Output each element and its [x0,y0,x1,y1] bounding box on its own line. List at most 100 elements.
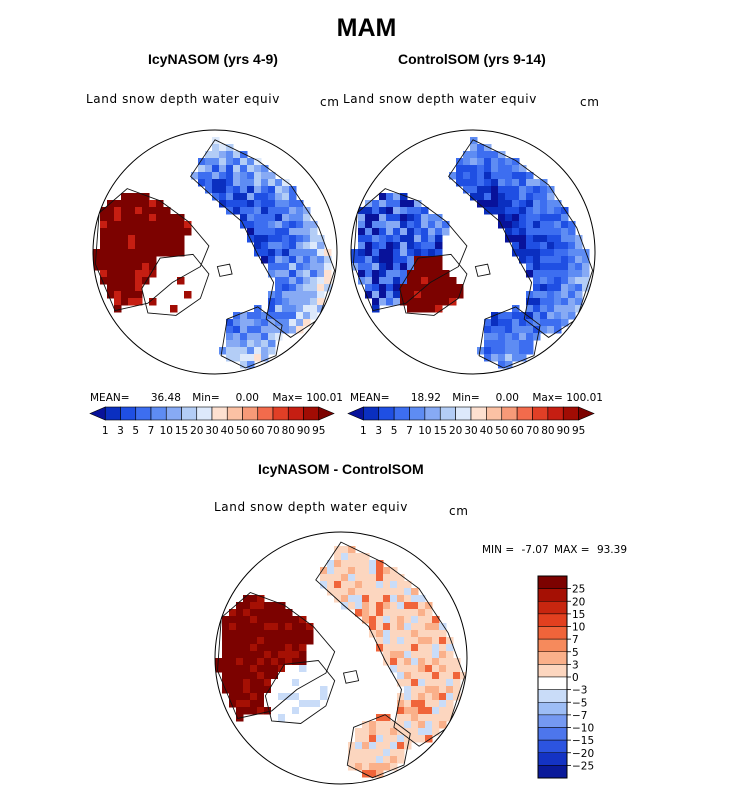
map-grid-cell [247,221,255,229]
map-grid-cell [306,623,314,631]
map-grid-cell [519,207,527,215]
map-grid-cell [400,200,408,208]
map-grid-cell [526,200,534,208]
map-grid-cell [268,179,276,187]
map-grid-cell [236,686,244,694]
map-grid-cell [254,179,262,187]
map-grid-cell [533,326,541,334]
map-grid-cell [449,277,457,285]
map-grid-cell [397,714,405,722]
map-grid-cell [261,256,269,264]
map-grid-cell [372,207,380,215]
map-grid-cell [163,214,171,222]
map-grid-cell [142,263,150,271]
map-grid-cell [233,207,241,215]
map-grid-cell [568,263,576,271]
map-grid-cell [324,277,332,285]
colorbar3-tick-label: −15 [572,735,594,747]
map-grid-cell [142,221,150,229]
colorbar2-swatch [547,406,564,421]
map-grid-cell [254,165,262,173]
map-grid-cell [341,588,349,596]
map-grid-cell [418,672,426,680]
map-grid-cell [547,298,555,306]
panel3-variable: Land snow depth water equiv [214,500,408,514]
map-grid-cell [404,602,412,610]
map-grid-cell [296,263,304,271]
map-grid-cell [250,630,258,638]
map-grid-cell [519,193,527,201]
map-grid-cell [205,179,213,187]
map-grid-cell [383,595,391,603]
map-grid-cell [317,284,325,292]
map-grid-cell [191,172,199,180]
map-grid-cell [275,284,283,292]
map-grid-cell [163,221,171,229]
map-grid-cell [484,193,492,201]
map-grid-cell [379,200,387,208]
map-grid-cell [533,263,541,271]
map-grid-cell [358,242,366,250]
map-grid-cell [383,644,391,652]
map-grid-cell [282,242,290,250]
map-grid-cell [289,186,297,194]
map-grid-cell [271,686,279,694]
map-grid-cell [383,658,391,666]
map-grid-cell [264,665,272,673]
map-grid-cell [135,277,143,285]
map-grid-cell [250,651,258,659]
figure-title: MAM [336,14,397,42]
map-grid-cell [411,609,419,617]
map-grid-cell [303,270,311,278]
map-grid-cell [278,637,286,645]
map-grid-cell [292,644,300,652]
map-grid-cell [114,291,122,299]
map-grid-cell [491,158,499,166]
map-grid-cell [519,249,527,257]
map-grid-cell [310,291,318,299]
map-grid-cell [121,256,129,264]
map-grid-cell [449,284,457,292]
panel1-mean: 36.48 [150,392,181,404]
map-grid-cell [289,263,297,271]
map-grid-cell [432,714,440,722]
map-grid-cell [400,207,408,215]
map-grid-cell [299,693,307,701]
colorbar2-swatch [486,406,503,421]
map-grid-cell [411,623,419,631]
map-border-1 [92,129,338,375]
map-grid-cell [411,644,419,652]
map-grid-cell [568,298,576,306]
map-grid-cell [376,637,384,645]
map-grid-cell [310,249,318,257]
map-grid-cell [142,214,150,222]
map-grid-cell [512,186,520,194]
panel2-variable: Land snow depth water equiv [343,92,537,106]
map-grid-cell [365,277,373,285]
map-grid-cell [554,326,562,334]
coastline-scandinavia [346,714,411,779]
map-grid-cell [303,242,311,250]
map-grid-cell [418,707,426,715]
map-grid-cell [149,214,157,222]
map-grid-cell [484,347,492,355]
map-grid-cell [254,158,262,166]
map-grid-cell [243,616,251,624]
map-grid-cell [320,567,328,575]
map-grid-cell [247,186,255,194]
map-grid-cell [184,221,192,229]
map-grid-cell [411,728,419,736]
map-grid-cell [393,277,401,285]
map-grid-cell [484,326,492,334]
map-grid-cell [243,644,251,652]
map-grid-cell [428,298,436,306]
map-grid-cell [386,214,394,222]
map-grid-cell [512,193,520,201]
map-grid-cell [299,637,307,645]
map-grid-cell [222,679,230,687]
map-grid-cell [540,263,548,271]
map-grid-cell [226,354,234,362]
map-grid-cell [296,256,304,264]
map-grid-cell [317,235,325,243]
map-grid-cell [268,256,276,264]
